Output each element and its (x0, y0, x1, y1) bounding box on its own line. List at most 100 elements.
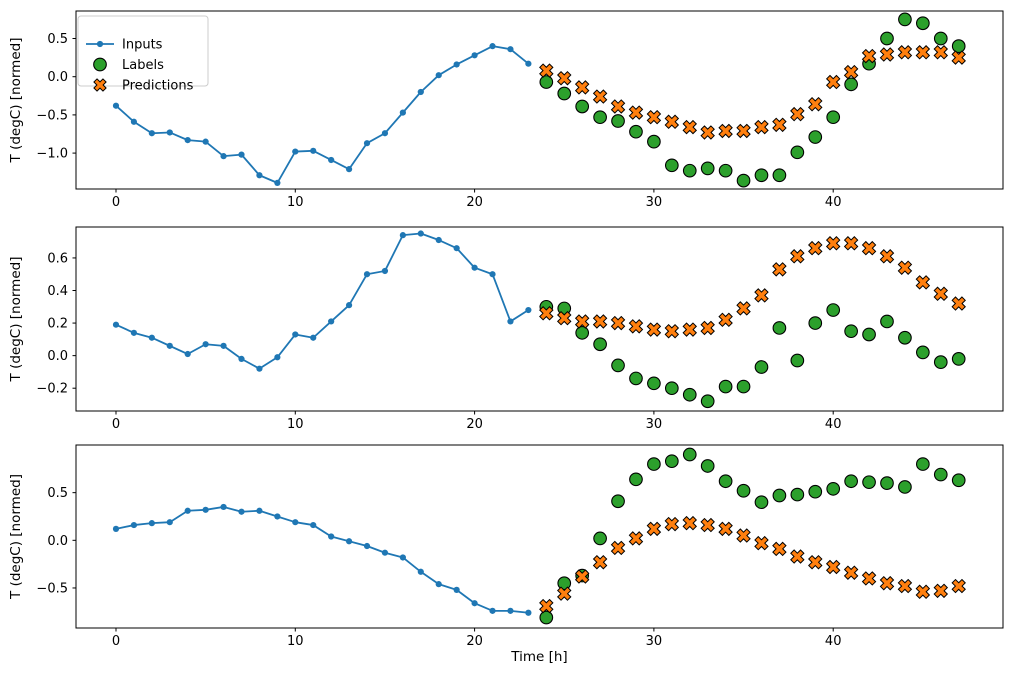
inputs-point (130, 521, 138, 529)
labels-point (611, 358, 625, 373)
inputs-point (238, 355, 245, 362)
predictions-point (772, 541, 787, 557)
predictions-point (718, 312, 733, 328)
inputs-series (112, 43, 532, 186)
inputs-point (381, 549, 389, 556)
labels-point (916, 457, 930, 471)
inputs-point (220, 342, 227, 349)
y-tick-label: 0.0 (47, 70, 68, 85)
subplot-1: 0 10 20 30 40 0.5 0.0 −0.5 −1.0 T (degC) [normed]… (8, 10, 1004, 210)
labels-point (754, 495, 769, 510)
inputs-line (115, 232, 529, 370)
labels-point (700, 161, 715, 176)
predictions-point (718, 521, 733, 537)
inputs-point (489, 607, 496, 614)
inputs-point (166, 342, 173, 349)
labels-point (718, 474, 733, 489)
inputs-point (220, 153, 227, 160)
labels-point (682, 447, 697, 462)
inputs-point (292, 331, 299, 338)
inputs-line (115, 506, 529, 614)
labels-point (754, 360, 769, 374)
predictions-point (574, 314, 590, 329)
x-tick-label: 30 (646, 417, 663, 432)
x-axis-label: Time [h] (510, 649, 567, 665)
inputs-point (489, 43, 496, 50)
inputs-series (112, 503, 532, 616)
inputs-point (112, 525, 120, 532)
inputs-point (274, 513, 281, 520)
predictions-point (897, 45, 913, 60)
labels-point (898, 12, 912, 27)
labels-point (826, 303, 841, 317)
labels-point (718, 379, 733, 394)
predictions-point (539, 63, 554, 78)
inputs-point (130, 329, 138, 336)
labels-point (790, 145, 805, 160)
predictions-point (915, 584, 931, 600)
labels-series (539, 299, 966, 409)
inputs-point (274, 179, 281, 186)
predictions-point (574, 80, 590, 95)
legend-predictions-x-swatch (93, 78, 107, 92)
labels-point (844, 474, 858, 489)
labels-point (772, 321, 787, 335)
predictions-point (861, 240, 877, 256)
axes-frame (75, 226, 1004, 412)
inputs-point (112, 102, 120, 109)
legend-entry-label: Predictions (122, 79, 194, 94)
predictions-point (790, 249, 805, 264)
inputs-point (453, 245, 460, 252)
labels-series (539, 12, 966, 188)
inputs-point (363, 271, 371, 278)
labels-point (880, 31, 894, 46)
y-axis-label: T (degC) [normed] (8, 38, 24, 164)
legend-box (77, 15, 209, 87)
labels-point (629, 472, 643, 487)
predictions-point (682, 119, 698, 135)
predictions-point (628, 319, 644, 334)
labels-series (539, 447, 966, 625)
y-tick-label: 0.2 (47, 317, 68, 332)
inputs-point (417, 88, 424, 96)
labels-point (736, 483, 751, 498)
y-axis-label: T (degC) [normed] (8, 474, 24, 600)
axes-frame (75, 444, 1004, 629)
labels-point (844, 324, 858, 339)
legend-inputs-dot-swatch (96, 40, 104, 48)
inputs-point (471, 600, 478, 607)
predictions-point (700, 517, 715, 533)
x-tick-label: 10 (287, 195, 304, 210)
inputs-point (256, 507, 263, 514)
inputs-point (328, 156, 335, 164)
x-tick-label: 0 (112, 417, 120, 432)
predictions-series (539, 515, 966, 614)
labels-point (557, 576, 572, 591)
labels-point (862, 327, 876, 342)
predictions-point (646, 109, 662, 125)
x-tick-label: 0 (112, 634, 120, 649)
inputs-point (507, 607, 514, 614)
predictions-point (718, 123, 733, 139)
labels-point (611, 494, 625, 509)
predictions-point (539, 306, 554, 321)
labels-point (808, 484, 823, 499)
labels-point (629, 371, 643, 386)
y-tick-label: 0.5 (47, 486, 68, 501)
inputs-point (310, 147, 317, 154)
labels-point (700, 394, 715, 409)
predictions-point (556, 70, 572, 86)
labels-point (575, 99, 590, 114)
predictions-point (700, 320, 715, 336)
labels-point (790, 487, 805, 502)
labels-point (808, 130, 823, 144)
inputs-point (525, 60, 532, 67)
predictions-point (933, 583, 949, 599)
labels-point (539, 610, 554, 625)
y-tick-label: 0.4 (47, 284, 68, 299)
legend-labels-circle-swatch (93, 57, 107, 72)
subplot-2: 0 10 20 30 40 0.6 0.4 0.2 0.0 −0.2 T (degC) [norme… (8, 226, 1004, 432)
predictions-point (700, 125, 715, 140)
inputs-point (166, 519, 173, 526)
